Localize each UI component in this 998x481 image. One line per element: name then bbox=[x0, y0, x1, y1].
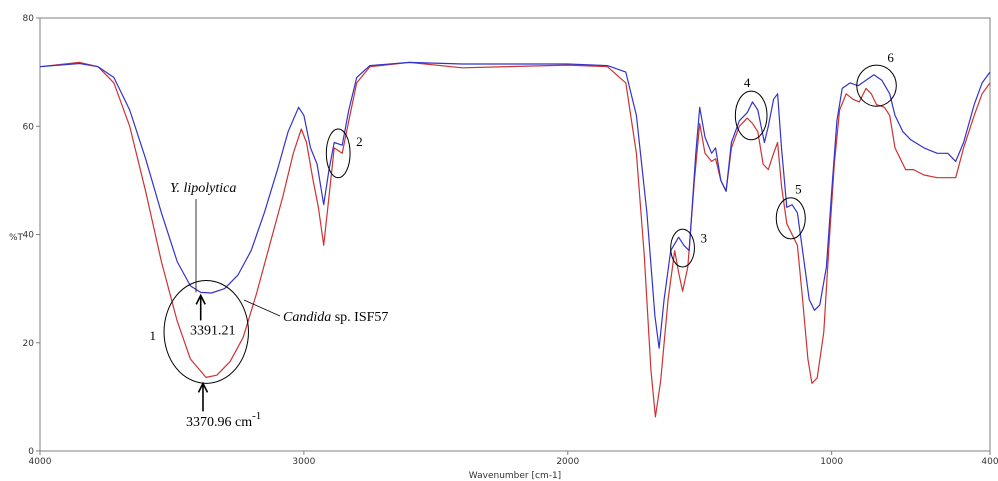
y-tick-label: 40 bbox=[23, 231, 35, 241]
x-tick-label: 4000 bbox=[29, 457, 52, 467]
series-line bbox=[39, 61, 991, 349]
y-tick-label: 20 bbox=[23, 339, 35, 349]
y-tick-label: 0 bbox=[28, 447, 34, 457]
series-group bbox=[39, 61, 991, 418]
series-line bbox=[39, 61, 991, 418]
region-number: 6 bbox=[887, 50, 894, 65]
marker-group: 1 2 3 4 5 6 bbox=[150, 50, 897, 384]
x-tick-label: 2000 bbox=[556, 457, 579, 467]
x-tick-label: 400 bbox=[981, 457, 998, 467]
y-axis-label: %T bbox=[9, 233, 24, 243]
region-circle bbox=[325, 128, 351, 179]
x-tick-label: 3000 bbox=[292, 457, 315, 467]
plot-frame bbox=[39, 17, 991, 452]
region-circle bbox=[670, 228, 695, 268]
y-lipolytica-label: Y. lipolytica bbox=[170, 181, 236, 196]
y-tick-label: 60 bbox=[23, 122, 35, 132]
region-number: 5 bbox=[795, 182, 802, 197]
region-circle bbox=[734, 90, 768, 141]
region-circle bbox=[163, 280, 249, 384]
region-number: 4 bbox=[744, 75, 751, 90]
region-circle bbox=[856, 64, 897, 107]
region-circle bbox=[775, 197, 806, 240]
region-number: 2 bbox=[356, 134, 363, 149]
y-lipolytica-peak-value: 3391.21 bbox=[190, 323, 236, 338]
leader-line bbox=[243, 299, 281, 317]
arrow-head bbox=[197, 381, 209, 393]
arrow-head bbox=[195, 293, 206, 305]
annotation-group: Y. lipolytica 3391.21 Candida sp. ISF57 337… bbox=[170, 181, 388, 430]
candida-peak-value: 3370.96 cm-1 bbox=[186, 410, 261, 430]
candida-label: Candida sp. ISF57 bbox=[283, 310, 388, 325]
y-tick-label: 80 bbox=[23, 14, 35, 24]
region-number: 1 bbox=[150, 328, 157, 343]
x-tick-label: 1000 bbox=[820, 457, 843, 467]
x-axis-label: Wavenumber [cm-1] bbox=[469, 471, 561, 481]
region-number: 3 bbox=[700, 230, 707, 245]
